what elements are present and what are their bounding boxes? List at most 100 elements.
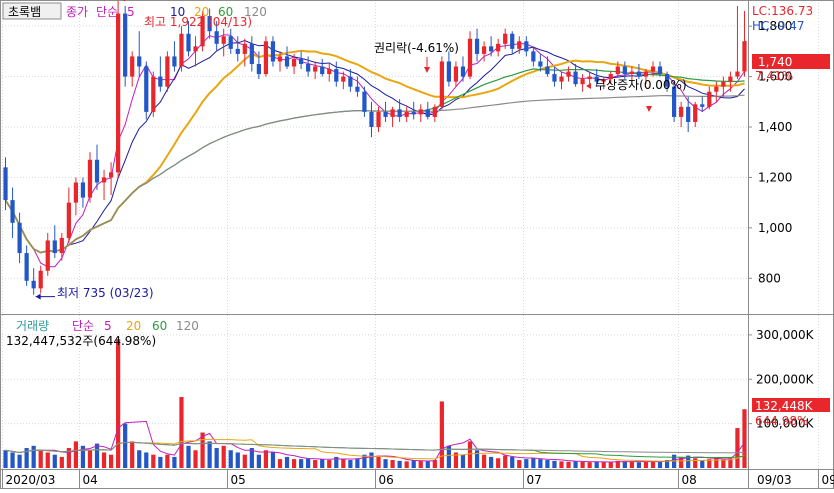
volume-bar [306, 458, 310, 468]
date-tick-label: 2020/03 [6, 473, 56, 487]
candle-body [327, 69, 331, 74]
volume-bar [271, 452, 275, 468]
volume-bar [179, 397, 183, 468]
candle-body [39, 271, 43, 289]
volume-bar [193, 450, 197, 468]
candle-body [376, 112, 380, 127]
candle-body [728, 77, 732, 82]
ma-type-label: 단순 [96, 5, 118, 19]
candle-body [658, 67, 662, 75]
candle-body [271, 41, 275, 61]
candle-body [651, 67, 655, 72]
volume-bar [637, 462, 641, 468]
volume-bar [186, 446, 190, 468]
date-tick-label: 05 [231, 473, 246, 487]
candle-body [475, 39, 479, 54]
candle-body [25, 253, 29, 281]
volume-bar [236, 452, 240, 468]
candle-body [264, 41, 268, 74]
candle-body [229, 36, 233, 49]
candle-body [17, 223, 21, 253]
volume-bar [496, 458, 500, 468]
candle-body [468, 39, 472, 77]
price-tick-label: 1,400 [758, 120, 792, 134]
volume-bar [630, 462, 634, 468]
volume-bar [489, 457, 493, 468]
candle-body [588, 77, 592, 80]
volume-bar [405, 461, 409, 468]
candle-body [426, 109, 430, 117]
volume-bar [3, 450, 7, 468]
volume-label: 거래량 [16, 319, 49, 333]
candle-body [60, 238, 64, 253]
candle-body [67, 203, 71, 238]
candle-body [721, 82, 725, 87]
volume-bar [700, 460, 704, 468]
candle-body [74, 182, 78, 202]
candle-body [299, 59, 303, 64]
volume-tick-label: 200,000K [756, 372, 815, 386]
date-tick-label: 08 [682, 473, 697, 487]
candle-body [320, 67, 324, 75]
volume-bar [102, 452, 106, 468]
volume-bar [524, 459, 528, 468]
volume-bar [623, 461, 627, 468]
volume-bar [644, 462, 648, 468]
candle-body [243, 44, 247, 54]
volume-ma20-legend: 20 [126, 319, 141, 333]
candle-body [53, 240, 57, 253]
last-volume-pct: 644.98% [755, 414, 808, 428]
volume-bar [348, 460, 352, 468]
candle-body [292, 59, 296, 67]
volume-bar [503, 456, 507, 468]
volume-bar [320, 459, 324, 468]
candle-body [215, 31, 219, 44]
volume-bar [531, 458, 535, 468]
volume-ma60-legend: 60 [152, 319, 167, 333]
candle-body [362, 92, 366, 112]
volume-bar [74, 441, 78, 468]
candle-body [158, 77, 162, 87]
volume-bar [144, 452, 148, 468]
volume-bar [264, 450, 268, 468]
candle-body [109, 172, 113, 177]
candle-body [250, 44, 254, 64]
volume-bar [257, 455, 261, 468]
volume-bar [510, 457, 514, 468]
candle-body [32, 281, 36, 289]
volume-bar [46, 452, 50, 468]
volume-tick-label: 300,000K [756, 328, 815, 342]
candle-body [390, 109, 394, 117]
candle-body [693, 104, 697, 122]
volume-bar [151, 455, 155, 468]
candle-body [496, 44, 500, 52]
volume-bar [588, 462, 592, 468]
volume-bar [595, 462, 599, 468]
volume-ma120-legend: 120 [176, 319, 199, 333]
candle-body [510, 34, 514, 49]
candle-body [735, 72, 739, 77]
candle-body [88, 160, 92, 198]
volume-bar [390, 460, 394, 468]
volume-bar [538, 459, 542, 468]
volume-bar [355, 458, 359, 468]
candle-body [172, 56, 176, 66]
last-date-label: 09/03 [757, 473, 792, 487]
volume-bar [172, 457, 176, 468]
candle-body [236, 49, 240, 54]
volume-bar [566, 462, 570, 468]
volume-bar [609, 462, 613, 468]
candle-body [447, 61, 451, 81]
candle-body [405, 112, 409, 117]
volume-bar [243, 455, 247, 468]
volume-bar [735, 428, 739, 468]
rights-arrow [424, 67, 430, 73]
candle-body [383, 112, 387, 117]
candle-body [95, 160, 99, 183]
volume-bar [130, 441, 134, 468]
last-change-pct: 7.41% [755, 69, 793, 83]
date-tick-label: 09 [822, 473, 834, 487]
price-tick-label: 800 [758, 271, 781, 285]
volume-bar [165, 455, 169, 468]
